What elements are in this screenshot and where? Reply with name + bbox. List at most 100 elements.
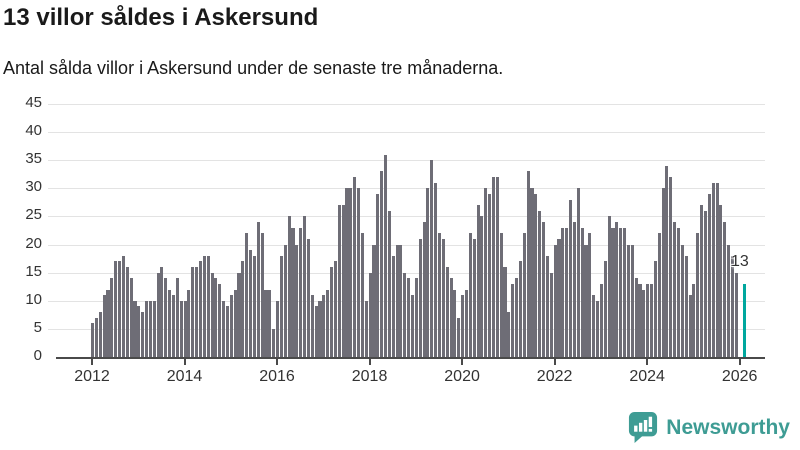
y-axis-tick-label: 35 bbox=[25, 150, 42, 168]
bar-month bbox=[700, 205, 704, 357]
y-axis-tick-label: 45 bbox=[25, 94, 42, 111]
gridline-y-30 bbox=[48, 188, 765, 190]
bar-month bbox=[160, 267, 164, 357]
bar-month bbox=[314, 306, 318, 357]
bar-month bbox=[727, 244, 731, 357]
bar-month bbox=[480, 216, 484, 357]
bar-month bbox=[391, 255, 395, 357]
bar-month bbox=[626, 244, 630, 357]
bar-month bbox=[580, 227, 584, 357]
bar-month bbox=[98, 312, 102, 357]
bar-month bbox=[318, 300, 322, 357]
bar-month bbox=[530, 188, 534, 357]
bar-month bbox=[407, 278, 411, 357]
bar-month bbox=[707, 193, 711, 357]
bar-month bbox=[144, 300, 149, 357]
bar-month bbox=[692, 283, 696, 357]
bar-highlight-latest bbox=[742, 283, 746, 357]
gridline-y-25 bbox=[48, 216, 765, 218]
bar-month bbox=[499, 233, 503, 357]
newsworthy-logo[interactable]: Newsworthy bbox=[628, 411, 790, 444]
bar-month bbox=[206, 255, 210, 357]
bar-month bbox=[464, 289, 469, 357]
bar-month bbox=[484, 188, 488, 357]
bar-month bbox=[688, 295, 692, 357]
bar-month bbox=[214, 278, 218, 357]
x-axis-tick-label: 2026 bbox=[721, 368, 758, 385]
bar-month bbox=[615, 222, 619, 357]
bar-month bbox=[665, 165, 669, 357]
bar-month bbox=[380, 171, 384, 357]
bar-month bbox=[295, 244, 299, 357]
bar-month bbox=[534, 193, 538, 357]
bar-month bbox=[183, 300, 187, 357]
bar-month bbox=[102, 295, 106, 357]
bar-month bbox=[542, 222, 546, 357]
bar-month bbox=[94, 317, 98, 357]
bar-month bbox=[249, 250, 253, 357]
bar-month bbox=[148, 300, 152, 357]
x-axis-tick-mark bbox=[461, 359, 464, 365]
bar-month bbox=[599, 283, 603, 357]
bar-month bbox=[210, 272, 214, 357]
bar-month bbox=[283, 244, 287, 357]
bar-month bbox=[680, 244, 684, 357]
bar-month bbox=[538, 210, 542, 357]
bar-month bbox=[646, 283, 650, 357]
bar-month bbox=[696, 233, 700, 357]
bar-month bbox=[168, 289, 172, 357]
bar-month bbox=[353, 177, 357, 357]
bar-month bbox=[387, 210, 391, 357]
bar-month bbox=[657, 233, 661, 357]
bar-month bbox=[229, 295, 233, 357]
bar-month bbox=[322, 295, 326, 357]
bar-month bbox=[110, 278, 114, 357]
bar-month bbox=[518, 261, 522, 357]
highlight-value-label: 13 bbox=[731, 253, 749, 270]
bar-month bbox=[418, 238, 422, 357]
bar-month bbox=[437, 233, 442, 357]
bar-month bbox=[299, 227, 303, 357]
bar-month bbox=[734, 272, 738, 357]
bar-month bbox=[225, 306, 230, 357]
bar-month bbox=[545, 255, 549, 357]
bar-month bbox=[472, 238, 476, 357]
bar-month bbox=[333, 261, 337, 357]
bar-month bbox=[634, 278, 638, 357]
bar-month bbox=[445, 267, 449, 357]
bar-month bbox=[287, 216, 291, 357]
chart-subtitle: Antal sålda villor i Askersund under de … bbox=[3, 58, 504, 78]
bar-month bbox=[495, 177, 499, 357]
bar-month bbox=[141, 312, 145, 357]
bar-month bbox=[572, 222, 576, 357]
y-axis-tick-label: 15 bbox=[25, 262, 42, 280]
gridline-y-45 bbox=[48, 104, 765, 105]
bar-month bbox=[179, 300, 183, 357]
bar-month bbox=[245, 233, 249, 357]
x-axis-tick-label: 2018 bbox=[351, 368, 388, 385]
bar-month bbox=[476, 205, 480, 357]
x-axis-tick-label: 2024 bbox=[629, 368, 665, 385]
bar-month bbox=[403, 272, 407, 357]
bar-month bbox=[611, 227, 615, 357]
bar-month bbox=[503, 267, 507, 357]
bar-month bbox=[603, 261, 607, 357]
bar-month bbox=[175, 278, 179, 357]
bar-month bbox=[507, 312, 511, 357]
y-axis-tick-label: 25 bbox=[25, 206, 42, 224]
bar-chart-speech-bubble-icon bbox=[628, 411, 658, 444]
bar-month bbox=[372, 244, 376, 357]
bar-month bbox=[303, 216, 307, 357]
bar-month bbox=[164, 278, 168, 357]
bar-month bbox=[260, 233, 264, 357]
bar-month bbox=[114, 261, 118, 357]
bar-month bbox=[264, 289, 268, 357]
x-axis-tick-mark bbox=[183, 359, 186, 365]
bar-month bbox=[711, 182, 715, 357]
y-axis-tick-label: 5 bbox=[33, 318, 42, 336]
bar-month bbox=[511, 283, 515, 357]
bar-month bbox=[364, 300, 368, 357]
bar-month bbox=[592, 295, 596, 357]
gridline-y-35 bbox=[48, 160, 765, 162]
